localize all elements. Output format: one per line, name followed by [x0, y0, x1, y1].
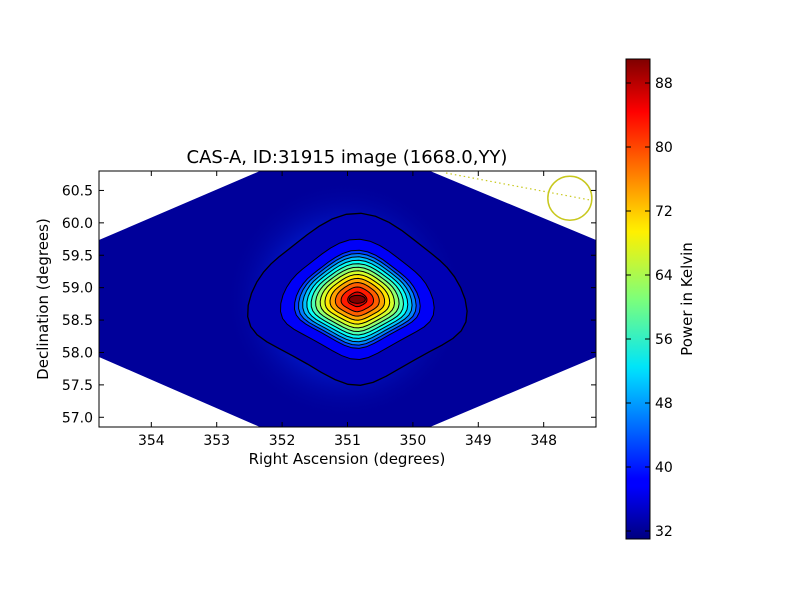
contour-line — [298, 252, 417, 346]
x-tick-label: 352 — [269, 433, 296, 449]
x-tick-label: 350 — [400, 433, 427, 449]
contour-line — [340, 286, 374, 313]
y-tick-label: 58.5 — [62, 313, 93, 329]
x-tick-label: 353 — [203, 433, 230, 449]
y-axis-ticks: 57.0 57.5 58.0 58.5 59.0 59.5 60.0 60.5 — [62, 183, 596, 426]
colorbar-label: Power in Kelvin — [678, 242, 696, 356]
colorbar-tick-label: 64 — [655, 268, 673, 284]
beam-circle — [547, 175, 593, 221]
colorbar-tick-label: 32 — [655, 524, 673, 540]
colorbar-tick-label: 80 — [655, 140, 673, 156]
y-tick-label: 60.0 — [62, 216, 93, 232]
contour-line — [302, 256, 413, 343]
x-axis-ticks: 354 353 352 351 350 349 348 — [138, 171, 557, 449]
y-axis-label: Declination (degrees) — [34, 218, 52, 380]
contour-line — [315, 266, 400, 333]
contour-line — [347, 291, 368, 308]
x-tick-label: 354 — [138, 433, 165, 449]
colorbar-tick-label: 48 — [655, 396, 673, 412]
x-tick-label: 348 — [530, 433, 557, 449]
contour-line — [329, 277, 386, 321]
y-tick-label: 58.0 — [62, 345, 93, 361]
contour-line — [279, 238, 435, 361]
peak-core — [348, 294, 366, 304]
y-tick-label: 60.5 — [62, 183, 93, 199]
contour-line — [306, 259, 409, 339]
plot-area — [99, 171, 596, 427]
colorbar-tick-label: 56 — [655, 332, 673, 348]
colorbar-frame — [625, 58, 651, 540]
x-axis-label: Right Ascension (degrees) — [249, 450, 446, 468]
contour-line — [334, 281, 380, 317]
y-tick-label: 57.5 — [62, 378, 93, 394]
colorbar: 32 40 48 56 64 72 80 88 Power in Kelvin — [625, 58, 696, 540]
contour-line — [310, 263, 405, 336]
contour-line — [247, 212, 468, 386]
colorbar-tick-label: 72 — [655, 204, 673, 220]
contour-line — [293, 249, 421, 349]
contour-line — [324, 273, 391, 325]
colorbar-ticks: 32 40 48 56 64 72 80 88 — [626, 76, 673, 540]
y-tick-label: 59.0 — [62, 281, 93, 297]
colorbar-tick-label: 88 — [655, 76, 673, 92]
x-tick-label: 351 — [334, 433, 361, 449]
chart-title: CAS-A, ID:31915 image (1668.0,YY) — [187, 147, 508, 168]
contour-lines — [247, 212, 468, 386]
beam-dotted-line — [445, 172, 591, 201]
contour-line — [319, 270, 396, 329]
y-tick-label: 59.5 — [62, 248, 93, 264]
colorbar-gradient — [626, 59, 650, 539]
y-tick-label: 57.0 — [62, 410, 93, 426]
x-tick-label: 349 — [465, 433, 492, 449]
colorbar-tick-label: 40 — [655, 460, 673, 476]
